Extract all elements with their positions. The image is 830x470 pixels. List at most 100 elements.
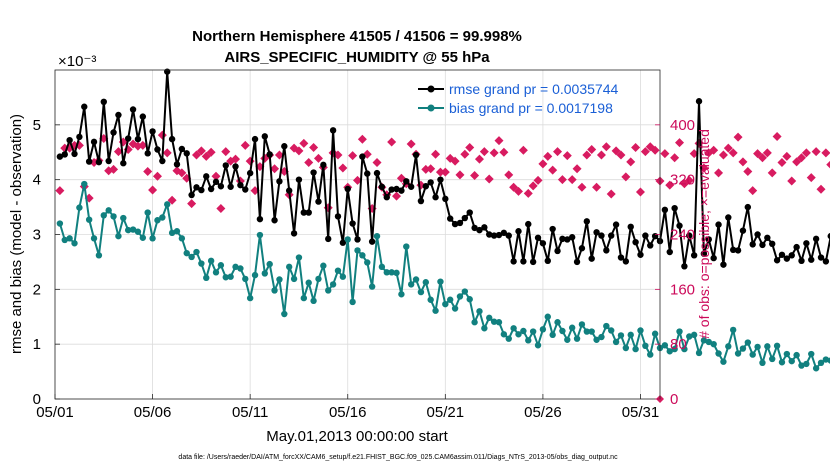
bias-point (729, 326, 737, 334)
obs-possible-point (372, 158, 382, 168)
bias-point (808, 350, 815, 358)
obs-possible-point (821, 148, 830, 158)
rmse-point (285, 187, 293, 194)
bias-point (720, 358, 727, 365)
rmse-point (759, 241, 766, 249)
bias-point (388, 269, 395, 276)
rmse-point (793, 243, 800, 251)
bias-point (627, 331, 634, 339)
obs-possible-point (499, 147, 509, 157)
bias-point (295, 254, 303, 261)
x-tick-label: 05/26 (524, 404, 562, 421)
obs-possible-point (55, 186, 65, 196)
obs-possible-point (582, 150, 592, 160)
obs-possible-point (294, 146, 304, 156)
rmse-point (539, 240, 547, 247)
rmse-point (115, 111, 122, 119)
rmse-point (61, 151, 68, 158)
bias-point (798, 362, 805, 369)
bias-point (261, 270, 268, 277)
rmse-point (110, 129, 117, 136)
rmse-point (251, 135, 259, 143)
rmse-point (803, 240, 810, 247)
rmse-point (198, 186, 205, 194)
obs-possible-point (616, 150, 626, 160)
bias-point (256, 231, 264, 239)
rmse-point (344, 185, 351, 193)
obs-possible-point (148, 185, 158, 195)
rmse-point (671, 204, 678, 212)
rmse-point (515, 228, 522, 235)
bias-point (773, 342, 781, 350)
bias-point (812, 365, 820, 372)
bias-point (759, 359, 766, 367)
obs-possible-point (353, 175, 362, 185)
bias-point (285, 263, 293, 271)
bias-point (803, 360, 810, 368)
bias-point (642, 342, 649, 350)
rmse-point (271, 217, 278, 224)
x-axis: 05/01 05/06 05/11 05/16 05/21 05/26 05/31 (36, 394, 659, 421)
bias-point (749, 351, 756, 358)
bias-point (310, 297, 317, 305)
y-tick-label: 1 (33, 336, 41, 353)
bias-point (817, 359, 825, 367)
obs-possible-point (738, 157, 748, 167)
bias-point (115, 232, 122, 240)
legend-bias-label: bias grand pr = 0.0017198 (449, 100, 613, 116)
obs-possible-point (470, 171, 480, 181)
data-file-footer: data file: /Users/raeder/DAI/ATM_forcXX/… (178, 454, 618, 461)
bias-point (583, 328, 591, 335)
bias-point (359, 252, 366, 259)
rmse-point (612, 221, 620, 228)
bias-point (539, 326, 547, 333)
rmse-point (237, 181, 244, 189)
rmse-point (573, 258, 581, 266)
rmse-point (593, 229, 600, 236)
obs-possible-point (465, 142, 475, 152)
rmse-point (588, 255, 595, 262)
bias-point (90, 235, 98, 242)
obs-possible-point (567, 175, 577, 185)
rmse-point (559, 235, 566, 243)
obs-possible-point (572, 164, 582, 174)
rmse-point (437, 176, 444, 183)
bias-point (134, 228, 142, 235)
bias-point (95, 252, 103, 259)
bias-point (139, 234, 147, 241)
obs-possible-point (621, 172, 631, 182)
obs-possible-point (313, 153, 323, 163)
legend: rmse grand pr = 0.0035744 bias grand pr … (418, 81, 618, 116)
rmse-point (290, 230, 298, 237)
rmse-point (320, 161, 327, 169)
y-tick-label: 0 (33, 391, 41, 408)
obs-possible-point (543, 151, 553, 161)
bias-point (686, 333, 693, 340)
rmse-point (690, 252, 698, 259)
bias-point (412, 276, 420, 283)
rmse-point (822, 258, 830, 265)
obs-possible-point (811, 147, 821, 157)
obs-possible-point (635, 187, 645, 197)
rmse-point (490, 232, 498, 239)
bias-point (227, 273, 234, 280)
rmse-series (56, 68, 830, 270)
rmse-point (81, 103, 88, 110)
x-tick-label: 05/06 (134, 404, 172, 421)
bias-point (383, 269, 390, 276)
rmse-point (568, 234, 576, 241)
obs-possible-point (113, 147, 123, 157)
rmse-point (354, 236, 361, 243)
rmse-point (378, 183, 386, 190)
bias-point (510, 325, 517, 332)
x-tick-label: 05/21 (427, 404, 465, 421)
bias-point (744, 339, 752, 346)
rmse-point (407, 183, 415, 190)
obs-possible-point (138, 140, 148, 150)
chart-subtitle: AIRS_SPECIFIC_HUMIDITY @ 55 hPa (224, 49, 490, 66)
rmse-point (373, 169, 381, 177)
obs-possible-point (714, 168, 724, 178)
rmse-point (368, 238, 376, 245)
bias-point (515, 331, 522, 338)
bias-point (525, 337, 532, 344)
